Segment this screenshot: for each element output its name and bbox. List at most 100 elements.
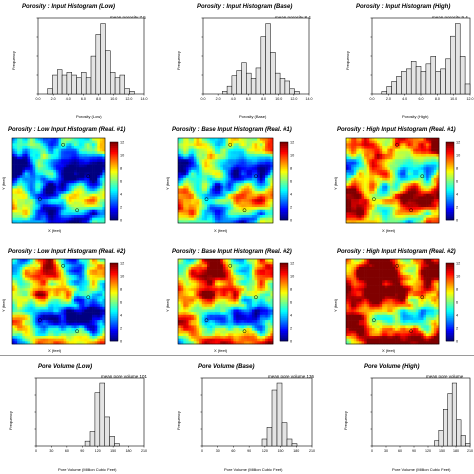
map-cell bbox=[185, 153, 189, 157]
map-cell bbox=[267, 207, 271, 211]
map-cell bbox=[50, 306, 54, 310]
map-cell bbox=[22, 259, 26, 262]
map-cell bbox=[43, 259, 46, 262]
map-cell bbox=[214, 172, 218, 176]
map-cell bbox=[183, 259, 187, 262]
colorbar-swatch bbox=[446, 153, 454, 156]
map-cell bbox=[89, 280, 93, 284]
colorbar-swatch bbox=[110, 290, 118, 293]
map-cell bbox=[217, 215, 221, 218]
map-cell bbox=[361, 140, 365, 144]
map-cell bbox=[270, 217, 274, 221]
map-cell bbox=[361, 145, 365, 149]
map-cell bbox=[50, 330, 54, 334]
map-cell bbox=[79, 145, 83, 149]
map-cell bbox=[369, 212, 373, 216]
map-cell bbox=[265, 175, 269, 179]
map-cell bbox=[79, 164, 83, 168]
map-cell bbox=[63, 264, 67, 268]
map-cell bbox=[196, 164, 200, 168]
map-cell bbox=[55, 296, 59, 300]
map-cell bbox=[86, 312, 90, 316]
colorbar-swatch bbox=[110, 335, 118, 338]
map-cell bbox=[45, 264, 49, 268]
map-cell bbox=[61, 196, 64, 200]
map-cell bbox=[217, 164, 221, 168]
map-cell bbox=[61, 309, 64, 313]
map-cell bbox=[392, 193, 396, 197]
map-cell bbox=[408, 188, 411, 192]
map-cell bbox=[22, 330, 26, 334]
map-cell bbox=[94, 138, 98, 141]
map-cell bbox=[22, 298, 26, 302]
map-cell bbox=[257, 212, 261, 216]
map-cell bbox=[185, 193, 189, 197]
map-cell bbox=[217, 217, 221, 221]
map-cell bbox=[369, 215, 373, 218]
map-cell bbox=[17, 301, 21, 305]
map-cell bbox=[249, 196, 253, 200]
map-cell bbox=[220, 204, 224, 208]
map-cell bbox=[45, 317, 49, 321]
map-cell bbox=[249, 212, 253, 216]
map-cell bbox=[58, 175, 62, 179]
map-cell bbox=[214, 180, 218, 184]
map-cell bbox=[14, 285, 18, 289]
map-cell bbox=[222, 143, 226, 147]
map-cell bbox=[225, 148, 229, 152]
map-cell bbox=[48, 306, 52, 310]
map-cell bbox=[86, 296, 90, 300]
histogram-bar bbox=[294, 91, 300, 95]
map-cell bbox=[364, 167, 367, 171]
map-cell bbox=[228, 161, 232, 165]
map-cell bbox=[374, 167, 378, 171]
map-cell bbox=[99, 288, 103, 292]
map-cell bbox=[45, 277, 49, 281]
map-cell bbox=[50, 175, 54, 179]
colorbar-swatch bbox=[110, 319, 118, 322]
map-cell bbox=[410, 207, 414, 211]
map-cell bbox=[259, 148, 263, 152]
map-cell bbox=[48, 296, 52, 300]
map-cell bbox=[241, 156, 245, 160]
map-cell bbox=[53, 143, 57, 147]
map-cell bbox=[387, 161, 391, 165]
map-cell bbox=[84, 274, 88, 278]
map-cell bbox=[193, 145, 197, 149]
map-cell bbox=[58, 296, 62, 300]
map-cell bbox=[79, 290, 83, 294]
map-cell bbox=[377, 153, 380, 157]
map-cell bbox=[22, 269, 26, 273]
map-cell bbox=[84, 314, 88, 318]
map-cell bbox=[22, 215, 26, 218]
map-cell bbox=[364, 201, 367, 205]
map-cell bbox=[14, 336, 18, 339]
map-cell bbox=[66, 193, 70, 197]
map-cell bbox=[356, 201, 360, 205]
map-cell bbox=[243, 167, 247, 171]
map-cell bbox=[408, 156, 411, 160]
map-cell bbox=[374, 217, 378, 221]
map-cell bbox=[204, 138, 208, 141]
map-cell bbox=[50, 148, 54, 152]
map-cell bbox=[233, 212, 237, 216]
map-cell bbox=[92, 285, 95, 289]
map-cell bbox=[356, 191, 360, 195]
map-cell bbox=[436, 140, 440, 144]
map-cell bbox=[94, 288, 98, 292]
map-cell bbox=[262, 209, 266, 213]
colorbar-swatch bbox=[446, 181, 454, 184]
map-cell bbox=[45, 259, 49, 262]
map-cell bbox=[267, 196, 271, 200]
map-cell bbox=[99, 336, 103, 339]
map-cell bbox=[81, 180, 85, 184]
map-cell bbox=[212, 220, 216, 224]
map-cell bbox=[236, 207, 239, 211]
map-cell bbox=[97, 320, 101, 324]
map-cell bbox=[22, 151, 26, 155]
map-cell bbox=[351, 193, 355, 197]
map-cell bbox=[63, 185, 67, 189]
map-cell bbox=[55, 164, 59, 168]
map-cell bbox=[436, 159, 440, 163]
map-cell bbox=[32, 269, 36, 273]
